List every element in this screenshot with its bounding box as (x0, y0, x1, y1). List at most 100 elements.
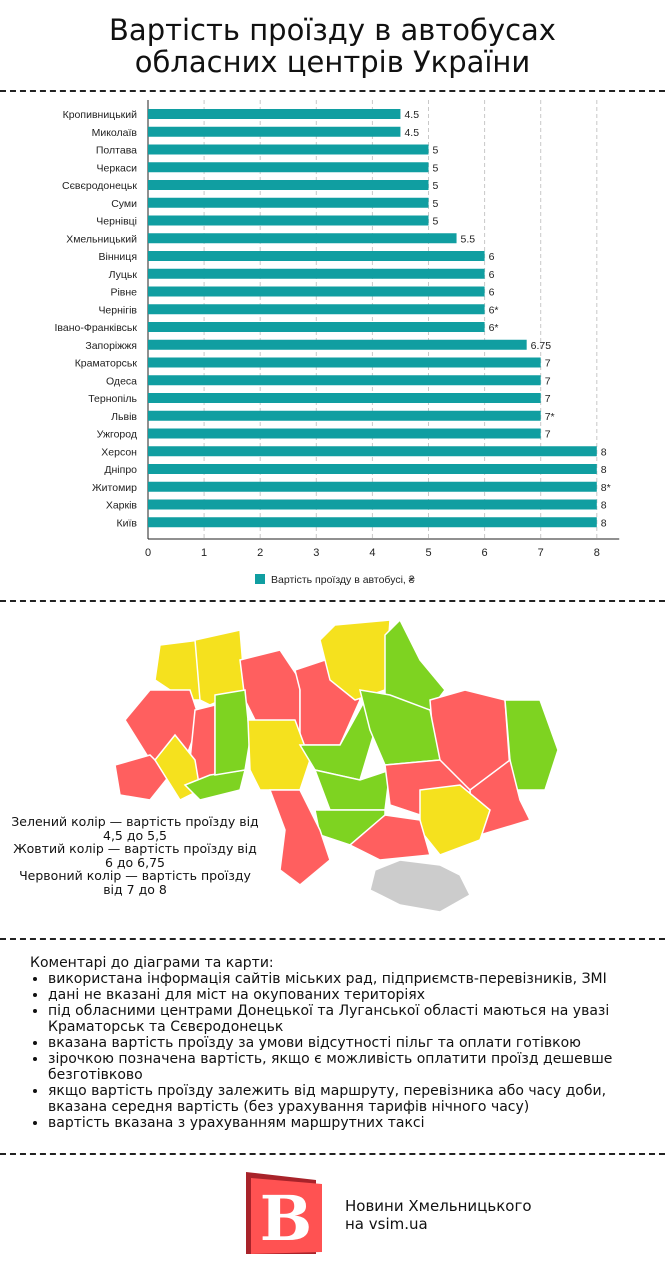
x-tick-label: 0 (145, 547, 151, 559)
data-label: 6 (489, 287, 495, 299)
x-tick-label: 6 (482, 547, 488, 559)
map-legend-yellow: Жовтий колір — вартість проїзду від 6 до… (13, 841, 257, 870)
list-item: вартість вказана з урахуванням маршрутни… (48, 1115, 650, 1131)
bar (148, 428, 541, 439)
data-label: 8 (601, 500, 607, 512)
category-label: Ужгород (97, 429, 137, 441)
divider (0, 1153, 665, 1155)
bar (148, 322, 485, 332)
list-item: зірочкою позначена вартість, якщо є можл… (48, 1051, 650, 1083)
bar (148, 251, 485, 261)
bar (148, 393, 541, 403)
brand-line-1: Новини Хмельницького (345, 1197, 532, 1215)
bar (148, 109, 401, 119)
bar (148, 339, 527, 350)
region-crimea (369, 859, 471, 913)
bar (148, 446, 597, 457)
divider (0, 90, 665, 92)
data-label: 5.5 (461, 233, 476, 245)
category-label: Чернівці (96, 216, 137, 228)
legend-swatch (255, 574, 265, 584)
brand-line-2: на vsim.ua (345, 1215, 428, 1233)
bar (148, 375, 541, 386)
comments: Коментарі до діаграми та карти: використ… (30, 955, 650, 1131)
data-label: 6* (489, 304, 499, 316)
data-label: 7 (545, 429, 551, 441)
title-line-2: обласних центрів України (134, 45, 531, 79)
list-item: використана інформація сайтів міських ра… (48, 971, 650, 987)
category-label: Івано-Франківськ (54, 322, 137, 334)
data-label: 8* (601, 482, 611, 494)
bar (148, 517, 597, 528)
category-label: Запоріжжя (85, 340, 137, 352)
data-label: 8 (601, 464, 607, 476)
divider (0, 938, 665, 940)
x-tick-label: 5 (425, 547, 431, 559)
category-label: Львів (111, 411, 137, 423)
list-item: під обласними центрами Донецької та Луга… (48, 1003, 650, 1035)
region-khmelnytskyi (214, 689, 251, 776)
region-kherson (348, 814, 431, 861)
comments-list: використана інформація сайтів міських ра… (30, 971, 650, 1131)
data-label: 5 (433, 216, 439, 228)
data-label: 8 (601, 446, 607, 458)
category-label: Вінниця (99, 251, 138, 263)
region-odesa (268, 789, 331, 886)
bar-chart: 0 1 2 3 4 5 6 7 8 Кропивницький 4.5 Миколаїв 4.5 Полт… (54, 100, 620, 586)
data-label: 7 (545, 375, 551, 387)
data-label: 8 (601, 517, 607, 529)
logo-letter: B (260, 1182, 312, 1254)
vsim-logo: B (246, 1172, 322, 1254)
x-tick-label: 4 (369, 547, 375, 559)
x-tick-label: 2 (257, 547, 263, 559)
category-label: Хмельницький (66, 233, 137, 245)
category-label: Сєвєродонецьк (62, 180, 137, 192)
list-item: вказана вартість проїзду за умови відсут… (48, 1035, 650, 1051)
data-label: 5 (433, 162, 439, 174)
bar (148, 144, 429, 155)
data-label: 4.5 (404, 109, 419, 121)
category-label: Херсон (101, 446, 137, 458)
category-label: Рівне (110, 287, 137, 299)
category-label: Кропивницький (63, 109, 138, 121)
bar (148, 410, 541, 421)
region-zakarpattia (114, 754, 172, 801)
region-chernivtsi (183, 769, 246, 801)
map-legend-green: Зелений колір — вартість проїзду від 4,5… (11, 814, 259, 843)
bar (148, 180, 429, 190)
category-label: Суми (111, 198, 137, 210)
legend-label: Вартість проїзду в автобусі, ₴ (271, 574, 415, 586)
bar (148, 464, 597, 474)
data-label: 5 (433, 198, 439, 210)
title-line-1: Вартість проїзду в автобусах (109, 13, 556, 47)
category-label: Київ (117, 517, 138, 529)
bar (148, 197, 429, 208)
x-tick-label: 3 (313, 547, 319, 559)
bar (148, 357, 541, 368)
category-label: Миколаїв (92, 127, 138, 139)
page-title: Вартість проїзду в автобусах обласних це… (0, 14, 665, 78)
x-tick-label: 1 (201, 547, 207, 559)
x-tick-label: 7 (538, 547, 544, 559)
map-legend: Зелений колір — вартість проїзду від 4,5… (10, 815, 260, 896)
bar (148, 268, 485, 279)
bar (148, 481, 597, 492)
ukraine-map (114, 618, 559, 913)
map-legend-red: Червоний колір — вартість проїзду від 7 … (19, 868, 251, 897)
bar (148, 233, 457, 244)
category-label: Черкаси (97, 162, 138, 174)
data-label: 7* (545, 411, 555, 423)
bar (148, 286, 485, 297)
data-label: 6* (489, 322, 499, 334)
bar (148, 215, 429, 226)
list-item: дані не вказані для міст на окупованих т… (48, 987, 650, 1003)
category-label: Дніпро (104, 464, 137, 476)
x-tick-label: 8 (594, 547, 600, 559)
data-label: 6 (489, 269, 495, 281)
list-item: якщо вартість проїзду залежить від маршр… (48, 1083, 650, 1115)
divider (0, 600, 665, 602)
data-label: 5 (433, 180, 439, 192)
brand-text[interactable]: Новини Хмельницького на vsim.ua (345, 1197, 532, 1233)
category-label: Житомир (92, 482, 137, 494)
